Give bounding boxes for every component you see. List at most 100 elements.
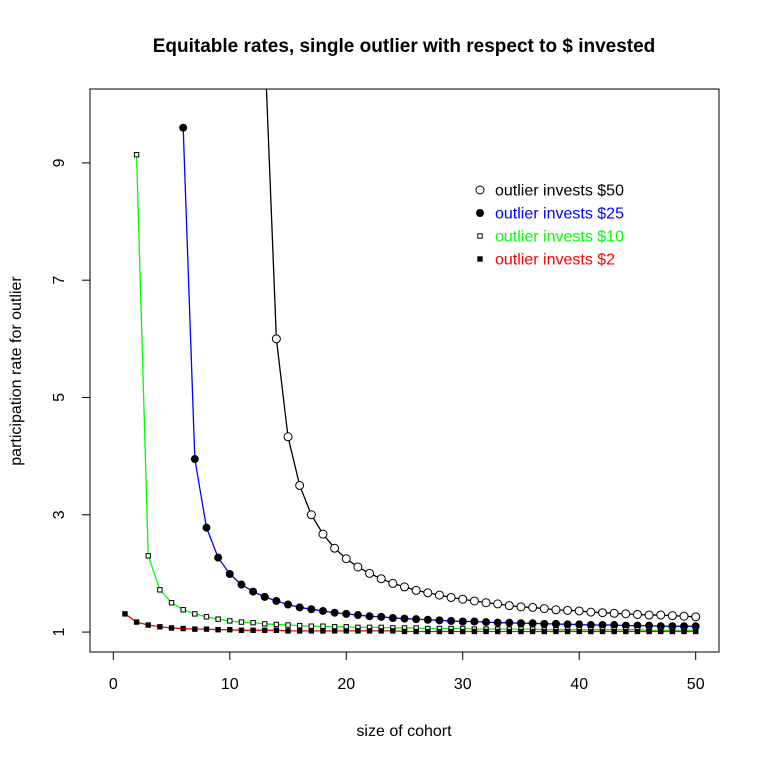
data-point-25 bbox=[249, 587, 258, 596]
legend-marker-2 bbox=[477, 256, 483, 262]
data-point-50 bbox=[679, 611, 689, 621]
data-point-50 bbox=[341, 554, 351, 564]
data-point-25 bbox=[272, 596, 281, 605]
data-point-50 bbox=[330, 543, 340, 553]
data-point-2 bbox=[133, 619, 140, 625]
data-point-25 bbox=[412, 615, 421, 624]
data-point-25 bbox=[388, 613, 397, 622]
data-point-10 bbox=[273, 621, 280, 628]
legend-label-2: outlier invests $2 bbox=[495, 252, 615, 269]
data-point-2 bbox=[576, 628, 582, 635]
legend: outlier invests $50 outlier invests $25 ou… bbox=[475, 183, 624, 269]
data-point-2 bbox=[529, 628, 536, 635]
data-point-2 bbox=[378, 628, 384, 634]
plot-frame bbox=[89, 88, 720, 653]
y-tick-label: 3 bbox=[51, 510, 68, 519]
data-point-2 bbox=[553, 628, 559, 635]
data-point-50 bbox=[504, 601, 514, 611]
data-point-2 bbox=[390, 628, 396, 634]
series-25 bbox=[179, 123, 700, 631]
data-point-2 bbox=[588, 628, 594, 635]
data-point-50 bbox=[376, 574, 386, 584]
data-point-10 bbox=[296, 622, 303, 629]
data-point-25 bbox=[214, 553, 223, 562]
legend-marker-10 bbox=[477, 233, 483, 239]
data-point-25 bbox=[423, 615, 432, 624]
data-point-10 bbox=[203, 614, 210, 620]
data-point-50 bbox=[563, 605, 573, 615]
legend-label-10: outlier invests $10 bbox=[495, 229, 624, 246]
data-point-2 bbox=[320, 628, 326, 634]
data-point-25 bbox=[551, 619, 560, 628]
data-point-2 bbox=[331, 628, 338, 634]
data-point-50 bbox=[609, 608, 619, 618]
data-point-25 bbox=[260, 592, 269, 601]
y-tick-label: 1 bbox=[51, 628, 68, 637]
data-point-50 bbox=[574, 606, 584, 616]
data-point-25 bbox=[505, 618, 514, 627]
data-point-2 bbox=[693, 628, 699, 635]
data-point-2 bbox=[355, 628, 361, 634]
data-point-25 bbox=[202, 523, 211, 532]
data-point-50 bbox=[528, 602, 538, 612]
data-point-10 bbox=[227, 618, 233, 624]
data-point-10 bbox=[320, 623, 326, 629]
data-point-2 bbox=[285, 628, 291, 634]
y-tick-label: 7 bbox=[51, 276, 68, 285]
x-tick-label: 10 bbox=[221, 676, 239, 693]
data-point-10 bbox=[180, 607, 186, 613]
data-point-2 bbox=[448, 628, 454, 635]
data-point-10 bbox=[308, 623, 315, 629]
data-point-10 bbox=[215, 616, 221, 622]
data-point-50 bbox=[423, 588, 433, 598]
legend-label-25: outlier invests $25 bbox=[495, 206, 624, 223]
data-point-50 bbox=[446, 592, 456, 602]
y-axis: 1 3 5 7 9 bbox=[51, 158, 90, 637]
data-point-50 bbox=[586, 607, 596, 617]
data-point-50 bbox=[691, 612, 701, 622]
data-point-50 bbox=[295, 480, 305, 490]
data-point-25 bbox=[225, 570, 234, 579]
data-point-25 bbox=[400, 614, 409, 623]
data-point-2 bbox=[262, 627, 268, 634]
data-point-50 bbox=[283, 432, 293, 442]
data-point-50 bbox=[656, 610, 666, 620]
data-point-2 bbox=[646, 628, 652, 635]
data-point-25 bbox=[516, 619, 525, 628]
x-axis: 0 10 20 30 40 50 bbox=[109, 652, 705, 693]
data-point-2 bbox=[471, 628, 478, 635]
data-point-2 bbox=[180, 625, 186, 632]
data-point-10 bbox=[238, 619, 245, 625]
data-point-2 bbox=[669, 628, 676, 635]
data-point-50 bbox=[667, 611, 677, 621]
data-point-10 bbox=[262, 621, 268, 627]
data-point-50 bbox=[306, 510, 316, 520]
data-point-2 bbox=[192, 626, 198, 632]
series-line-50 bbox=[265, 89, 696, 618]
data-point-2 bbox=[460, 628, 466, 635]
data-point-2 bbox=[599, 628, 606, 635]
data-point-25 bbox=[190, 455, 199, 464]
x-tick-label: 0 bbox=[109, 676, 118, 693]
y-tick-label: 5 bbox=[51, 393, 68, 402]
data-point-25 bbox=[179, 123, 188, 132]
data-point-10 bbox=[285, 622, 291, 628]
data-point-10 bbox=[192, 611, 198, 617]
data-point-2 bbox=[541, 628, 547, 635]
data-point-25 bbox=[435, 616, 444, 625]
series-50 bbox=[265, 89, 701, 622]
data-point-25 bbox=[458, 617, 467, 626]
data-point-25 bbox=[575, 620, 584, 629]
data-point-25 bbox=[318, 606, 327, 615]
data-point-10 bbox=[133, 151, 140, 158]
data-point-25 bbox=[342, 609, 351, 618]
data-point-50 bbox=[365, 568, 375, 578]
data-point-2 bbox=[494, 628, 501, 635]
data-point-25 bbox=[330, 608, 339, 617]
data-point-2 bbox=[250, 627, 256, 634]
y-axis-label: participation rate for outlier bbox=[8, 276, 25, 466]
data-point-2 bbox=[227, 627, 233, 633]
data-point-2 bbox=[634, 628, 641, 635]
data-point-2 bbox=[436, 628, 443, 635]
